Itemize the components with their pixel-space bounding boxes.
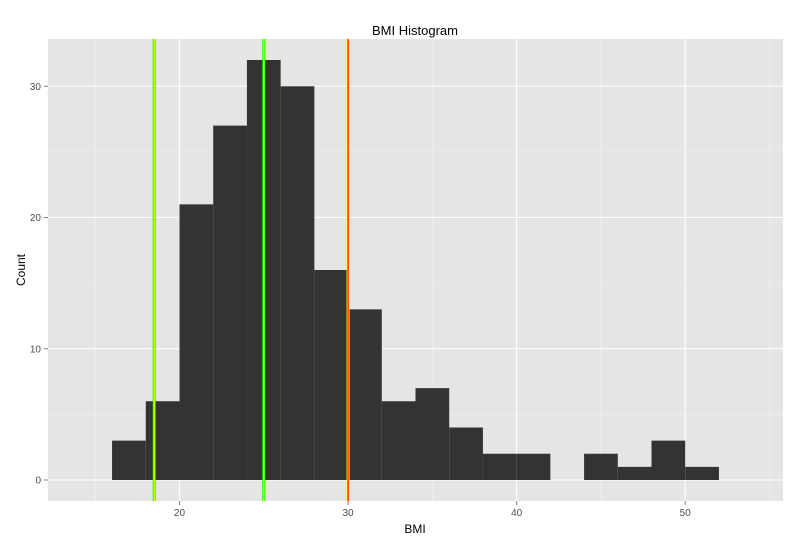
x-axis-title: BMI [404, 522, 425, 536]
x-tick-label: 50 [680, 508, 692, 519]
histogram-bar [112, 440, 146, 480]
histogram-bar [179, 204, 214, 480]
histogram-bar [280, 86, 315, 480]
histogram-bar [449, 427, 483, 480]
histogram-bars [112, 60, 719, 480]
histogram-bar [213, 125, 247, 480]
y-axis: 0 10 20 30 [30, 82, 48, 487]
y-tick-label: 30 [30, 82, 42, 93]
y-tick-label: 10 [30, 344, 42, 355]
histogram-bar [314, 270, 349, 480]
y-tick-label: 20 [30, 213, 42, 224]
histogram-bar [617, 466, 652, 480]
histogram-bar [415, 388, 450, 480]
histogram-bar [651, 440, 686, 480]
chart-title: BMI Histogram [372, 23, 458, 38]
x-axis: 20 30 40 50 [174, 501, 691, 519]
histogram-bar [482, 453, 517, 480]
histogram-bar [145, 401, 180, 480]
y-axis-title: Count [14, 253, 28, 286]
histogram-bar [584, 453, 618, 480]
histogram-bar [381, 401, 416, 480]
x-tick-label: 30 [343, 508, 355, 519]
histogram-bar [348, 309, 382, 480]
histogram-bar [685, 466, 719, 480]
y-tick-label: 0 [35, 476, 41, 487]
x-tick-label: 20 [174, 508, 186, 519]
x-tick-label: 40 [511, 508, 523, 519]
histogram-bar [516, 453, 551, 480]
reference-lines [152, 39, 350, 501]
